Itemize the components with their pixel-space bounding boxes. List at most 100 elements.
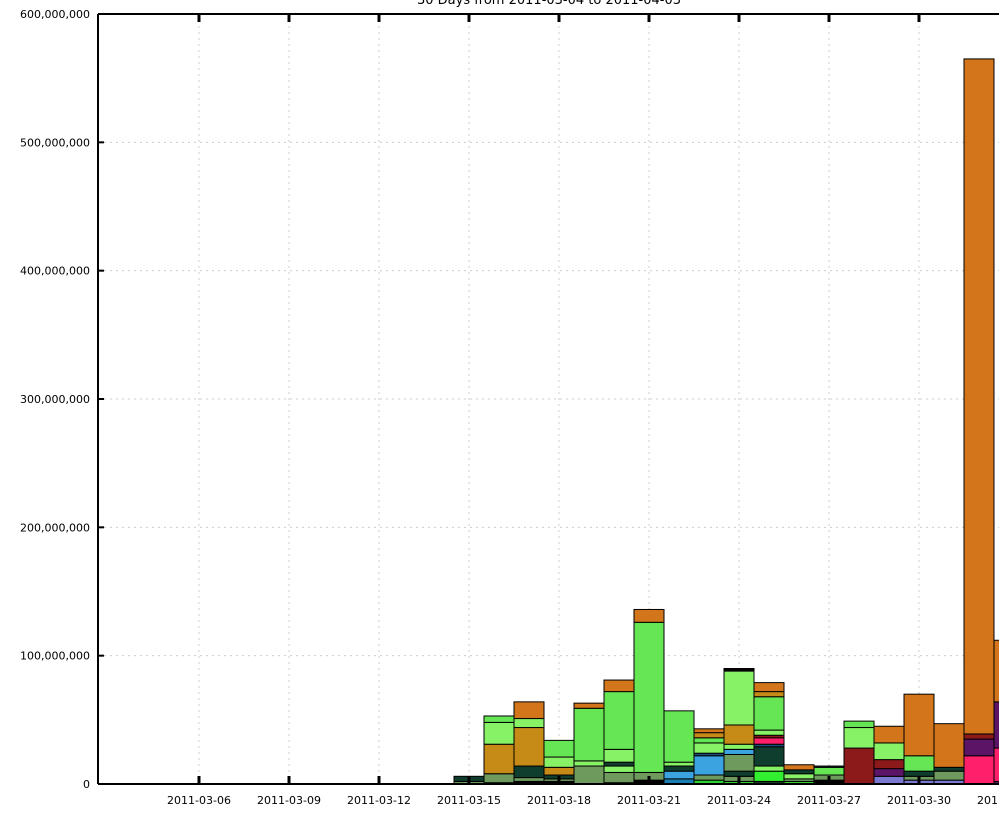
bar-segment — [513, 701, 545, 720]
bar-segment — [753, 765, 785, 772]
bar-segment — [963, 738, 995, 757]
bar-segment — [753, 696, 785, 731]
bar-segment — [513, 718, 545, 729]
bar-segment — [933, 770, 965, 781]
bar-segment — [633, 608, 665, 623]
y-tick-label: 600,000,000 — [20, 8, 90, 21]
bar-segment — [513, 727, 545, 767]
bar-segment — [513, 777, 545, 782]
x-tick-label: 2011-03-21 — [617, 794, 681, 807]
bar-segment — [903, 693, 935, 757]
chart-title: 30 Days from 2011-03-04 to 2011-04-03 — [417, 0, 681, 8]
bar-segment — [873, 775, 905, 785]
bar-segment — [903, 755, 935, 772]
y-tick-label: 400,000,000 — [20, 265, 90, 278]
x-tick-label: 2011-03-27 — [797, 794, 861, 807]
x-tick-label: 2011-03-30 — [887, 794, 951, 807]
x-tick-label: 2011-03-24 — [707, 794, 771, 807]
x-tick-label: 2011-03-09 — [257, 794, 321, 807]
grid-lines — [98, 14, 999, 784]
bar-segment — [603, 761, 635, 767]
bar-segment — [963, 58, 995, 735]
bar-segment — [993, 780, 999, 785]
bar-segment — [663, 765, 695, 772]
bar-segment — [573, 707, 605, 762]
bar-segment — [873, 725, 905, 744]
bar-segment — [693, 742, 725, 754]
x-tick-label: 2011-03-15 — [437, 794, 501, 807]
y-tick-label: 0 — [83, 778, 90, 791]
bar-segment — [693, 755, 725, 776]
bar-segment — [753, 746, 785, 767]
bar-segment — [723, 724, 755, 745]
bar-segment — [813, 766, 845, 776]
bar-segment — [603, 679, 635, 693]
bar-segment — [993, 639, 999, 703]
bar-segment — [543, 739, 575, 758]
y-tick-label: 100,000,000 — [20, 650, 90, 663]
bar-segment — [813, 765, 845, 768]
bars — [453, 58, 999, 785]
bar-segment — [603, 765, 635, 773]
x-tick-label: 2011-03-06 — [167, 794, 231, 807]
bar-segment — [603, 771, 635, 784]
bar-segment — [993, 701, 999, 749]
bar-segment — [543, 756, 575, 768]
bar-segment — [663, 710, 695, 763]
bar-segment — [753, 737, 785, 745]
x-tick-label: 2011-04-02 — [977, 794, 999, 807]
bar-segment — [843, 720, 875, 729]
bar-segment — [723, 748, 755, 755]
bar-segment — [753, 770, 785, 782]
bar-segment — [663, 770, 695, 780]
bar-segment — [483, 721, 515, 745]
bar-segment — [483, 743, 515, 775]
bar-segment — [783, 764, 815, 771]
bar-segment — [573, 760, 605, 767]
bar-segment — [783, 773, 815, 780]
bar-segment — [723, 770, 755, 777]
bar-segment — [933, 723, 965, 768]
x-axis-ticks: 2011-03-06 2011-03-09 2011-03-12 2011-03-15… — [167, 14, 999, 807]
x-tick-label: 2011-03-12 — [347, 794, 411, 807]
bar-segment — [903, 770, 935, 777]
bar-segment — [783, 769, 815, 775]
bar-segment — [723, 753, 755, 772]
bar-segment — [843, 747, 875, 785]
bar-segment — [993, 747, 999, 782]
bar-segment — [873, 742, 905, 761]
bar-segment — [483, 715, 515, 723]
bar-segment — [603, 691, 635, 750]
bar-segment — [693, 774, 725, 781]
x-tick-label: 2011-03-18 — [527, 794, 591, 807]
bar-segment — [693, 732, 725, 739]
bar-segment — [873, 759, 905, 770]
bar-segment — [843, 727, 875, 749]
bar-segment — [573, 702, 605, 709]
bar-segment — [933, 766, 965, 772]
y-tick-label: 300,000,000 — [20, 393, 90, 406]
bar-segment — [633, 621, 665, 773]
bar-segment — [723, 743, 755, 750]
bar-segment — [753, 691, 785, 698]
y-tick-label: 500,000,000 — [20, 136, 90, 149]
bar-segment — [963, 733, 995, 740]
bar-segment — [693, 728, 725, 734]
y-tick-label: 200,000,000 — [20, 521, 90, 534]
bar-segment — [723, 670, 755, 726]
bar-segment — [663, 761, 695, 767]
bar-segment — [753, 729, 785, 736]
bar-segment — [723, 668, 755, 672]
bar-segment — [483, 773, 515, 784]
bar-segment — [603, 748, 635, 763]
bar-segment — [573, 765, 605, 785]
bar-segment — [513, 765, 545, 779]
bar-segment — [963, 755, 995, 785]
bar-segment — [543, 766, 575, 776]
bar-segment — [873, 768, 905, 777]
bar-segment — [753, 682, 785, 693]
bar-segment — [693, 737, 725, 744]
